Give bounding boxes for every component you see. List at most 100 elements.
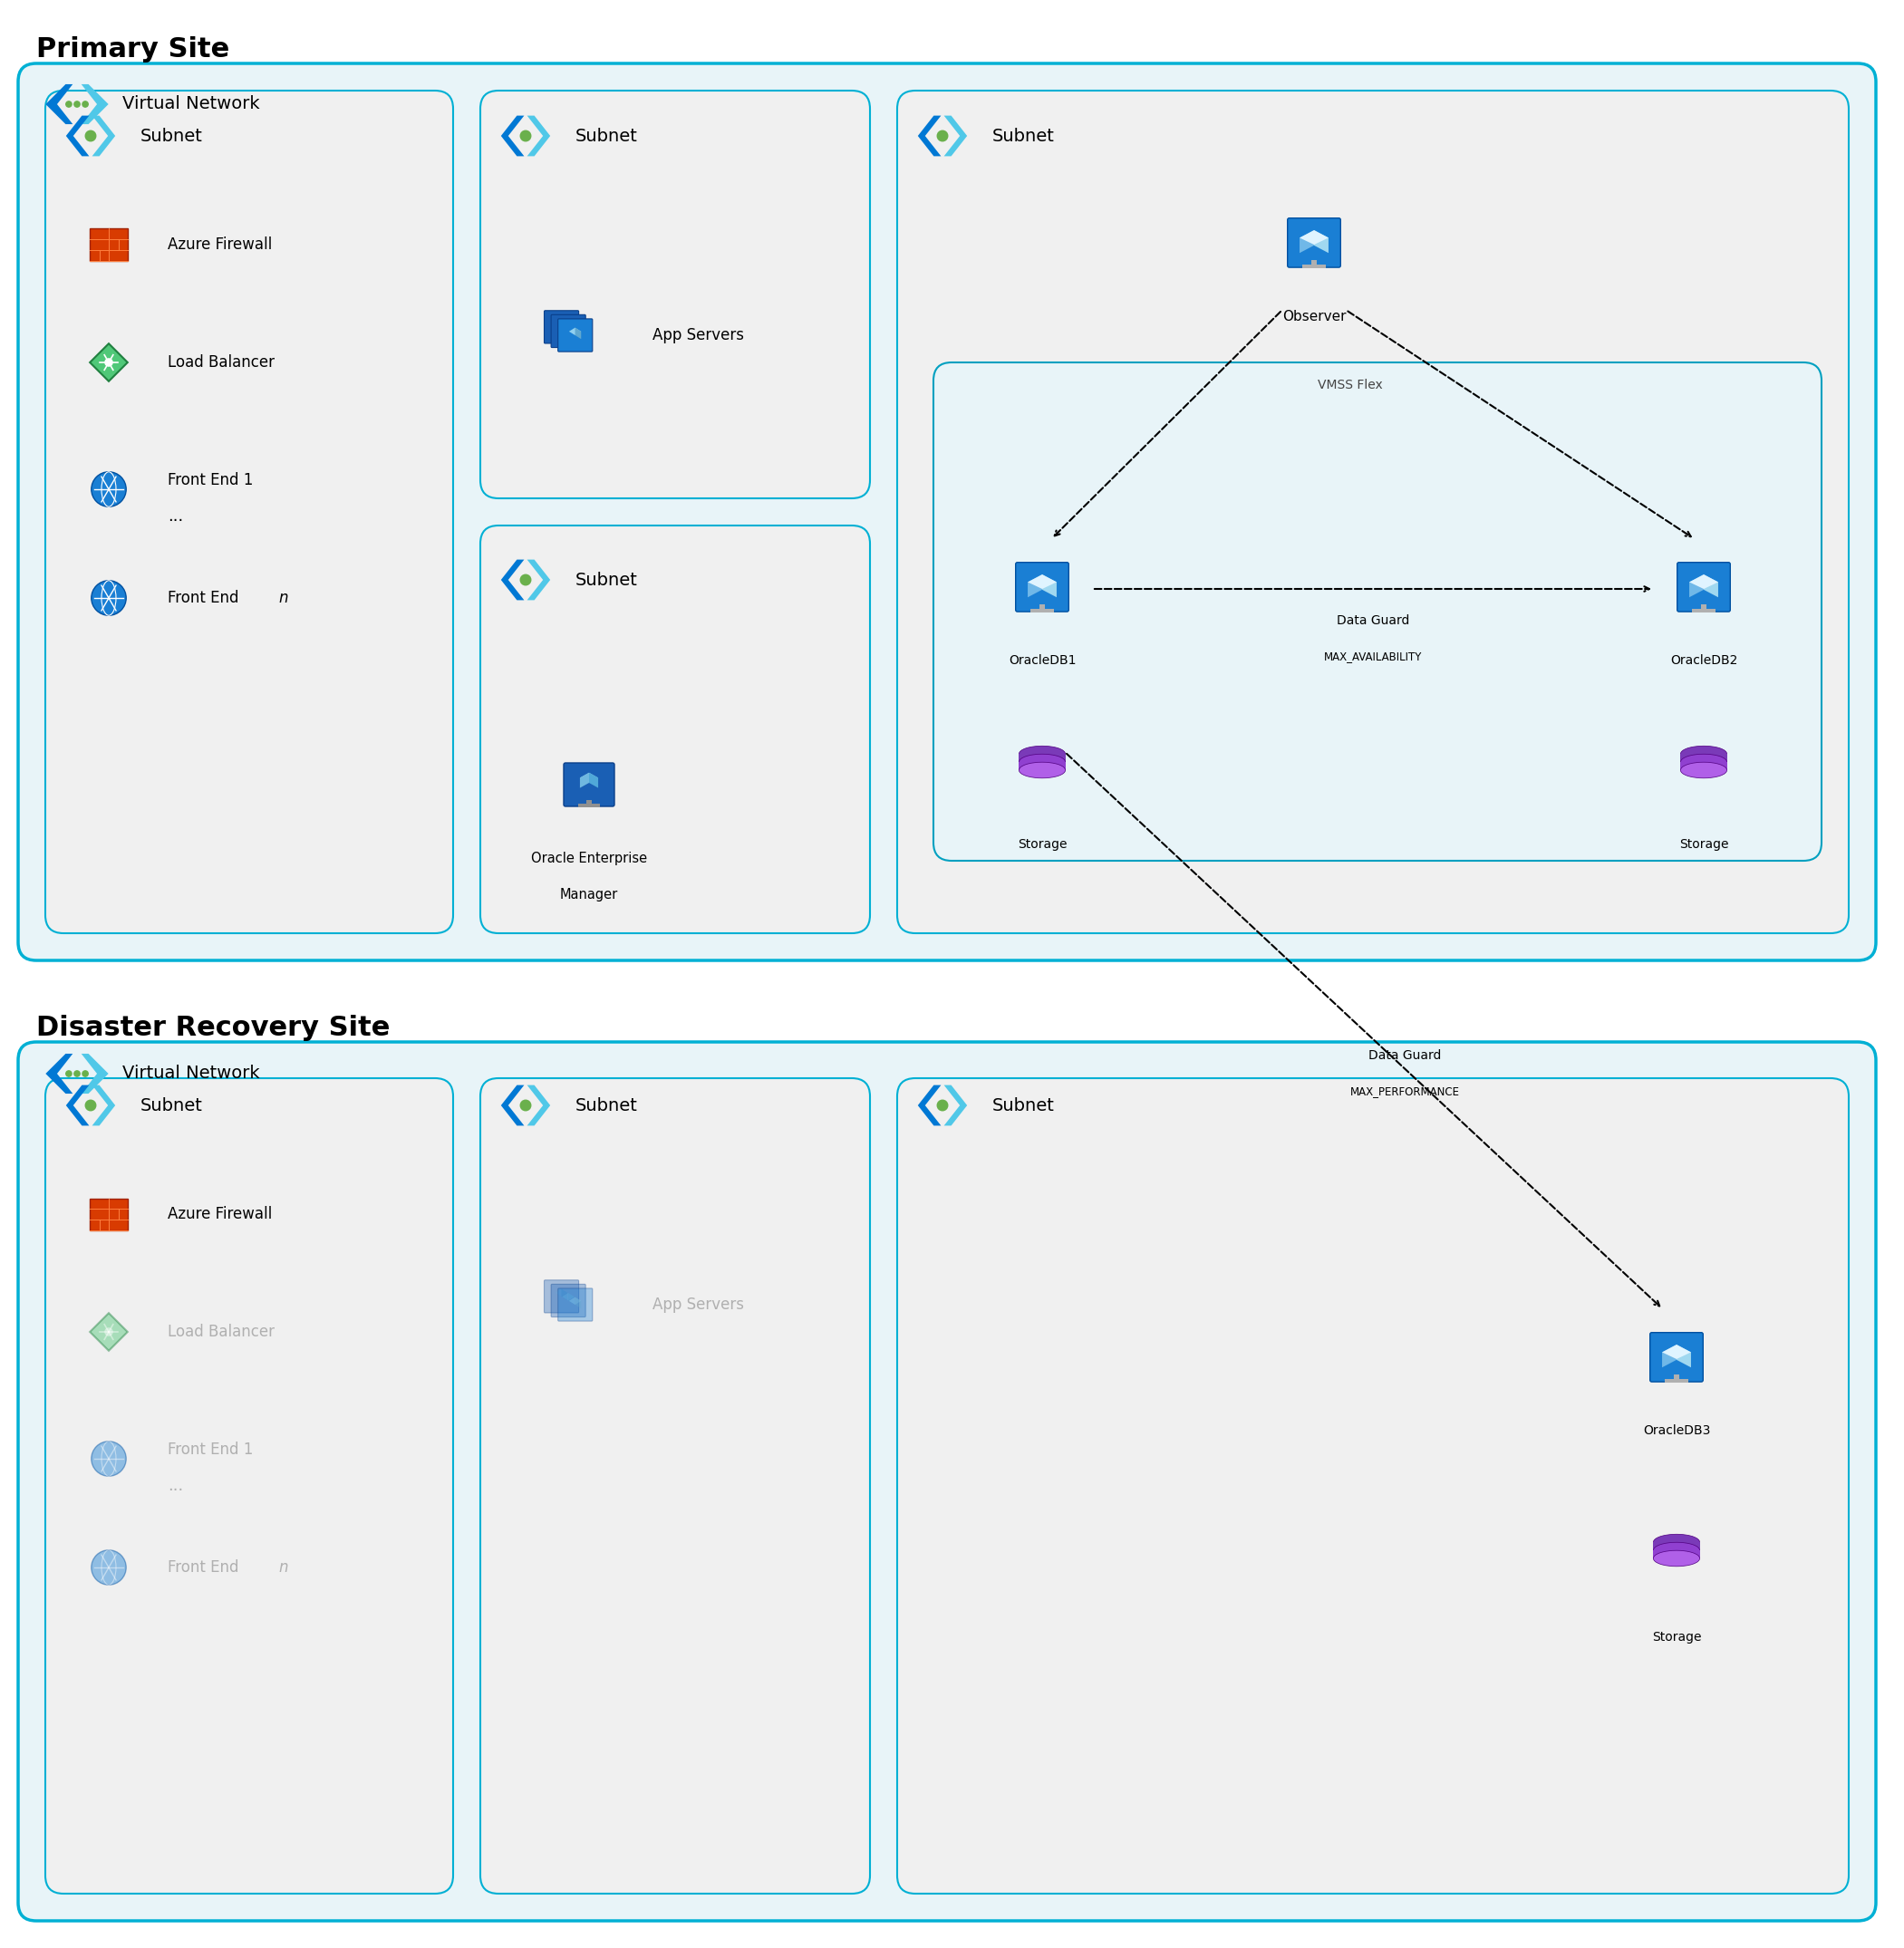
Polygon shape xyxy=(567,1293,575,1305)
Circle shape xyxy=(67,1071,72,1077)
Circle shape xyxy=(520,131,531,140)
Polygon shape xyxy=(1662,1344,1691,1360)
Bar xyxy=(1019,754,1066,762)
Ellipse shape xyxy=(1019,746,1066,762)
Polygon shape xyxy=(67,115,89,156)
Text: Load Balancer: Load Balancer xyxy=(168,355,274,370)
FancyBboxPatch shape xyxy=(480,92,870,499)
Ellipse shape xyxy=(1019,754,1066,769)
Polygon shape xyxy=(67,1085,89,1126)
FancyBboxPatch shape xyxy=(558,319,592,353)
Text: OracleDB3: OracleDB3 xyxy=(1643,1424,1710,1438)
Text: Front End 1: Front End 1 xyxy=(168,471,253,489)
Text: Load Balancer: Load Balancer xyxy=(168,1325,274,1340)
Bar xyxy=(1040,604,1045,610)
Polygon shape xyxy=(91,1085,116,1126)
Text: n: n xyxy=(278,1558,288,1576)
Text: VMSS Flex: VMSS Flex xyxy=(1318,378,1382,392)
Text: App Servers: App Servers xyxy=(653,1297,744,1313)
Circle shape xyxy=(937,131,948,140)
Polygon shape xyxy=(581,773,588,787)
Text: Manager: Manager xyxy=(560,888,619,902)
FancyBboxPatch shape xyxy=(480,1077,870,1893)
Text: Data Guard: Data Guard xyxy=(1337,614,1409,627)
FancyBboxPatch shape xyxy=(545,310,579,343)
Polygon shape xyxy=(562,319,567,331)
Text: Subnet: Subnet xyxy=(141,127,204,144)
FancyBboxPatch shape xyxy=(933,362,1822,861)
Polygon shape xyxy=(1704,575,1717,598)
Polygon shape xyxy=(562,323,575,331)
Bar xyxy=(1312,259,1318,265)
FancyBboxPatch shape xyxy=(564,764,615,806)
Circle shape xyxy=(520,1101,531,1110)
FancyBboxPatch shape xyxy=(550,316,586,347)
Polygon shape xyxy=(91,115,116,156)
Polygon shape xyxy=(1300,230,1329,245)
Polygon shape xyxy=(588,773,598,787)
Polygon shape xyxy=(1041,575,1057,598)
Text: Subnet: Subnet xyxy=(992,127,1055,144)
Polygon shape xyxy=(944,115,967,156)
Polygon shape xyxy=(918,115,941,156)
FancyBboxPatch shape xyxy=(1015,563,1068,612)
Polygon shape xyxy=(1028,575,1057,588)
Text: n: n xyxy=(278,590,288,606)
Polygon shape xyxy=(1689,575,1717,588)
Text: OracleDB2: OracleDB2 xyxy=(1670,655,1738,666)
Ellipse shape xyxy=(1681,746,1727,762)
FancyBboxPatch shape xyxy=(897,1077,1849,1893)
Polygon shape xyxy=(575,327,581,339)
Text: Storage: Storage xyxy=(1017,838,1066,851)
Bar xyxy=(1030,608,1053,612)
Bar xyxy=(1653,1543,1700,1551)
Polygon shape xyxy=(501,559,524,600)
Text: ...: ... xyxy=(168,1479,183,1494)
FancyBboxPatch shape xyxy=(1287,218,1340,267)
Polygon shape xyxy=(1677,1344,1691,1367)
Polygon shape xyxy=(562,1293,575,1301)
Text: MAX_PERFORMANCE: MAX_PERFORMANCE xyxy=(1350,1085,1460,1097)
Polygon shape xyxy=(89,1313,128,1350)
Text: Subnet: Subnet xyxy=(575,127,638,144)
FancyBboxPatch shape xyxy=(19,64,1875,960)
Polygon shape xyxy=(82,1054,109,1093)
Text: Azure Firewall: Azure Firewall xyxy=(168,1206,272,1221)
Bar xyxy=(1302,265,1325,269)
Bar xyxy=(1653,1551,1700,1558)
Circle shape xyxy=(105,1327,112,1336)
Text: Subnet: Subnet xyxy=(992,1097,1055,1114)
Polygon shape xyxy=(556,1290,567,1297)
Circle shape xyxy=(91,581,126,616)
FancyBboxPatch shape xyxy=(1651,1332,1702,1381)
Text: Subnet: Subnet xyxy=(141,1097,204,1114)
Circle shape xyxy=(91,1442,126,1477)
Bar xyxy=(1019,762,1066,769)
Bar xyxy=(1666,1379,1689,1383)
Text: Oracle Enterprise: Oracle Enterprise xyxy=(531,851,647,865)
Polygon shape xyxy=(527,115,550,156)
FancyBboxPatch shape xyxy=(480,526,870,933)
Ellipse shape xyxy=(1019,762,1066,777)
Polygon shape xyxy=(46,1054,72,1093)
Text: Observer: Observer xyxy=(1281,310,1346,323)
Polygon shape xyxy=(556,319,567,327)
Ellipse shape xyxy=(1681,762,1727,777)
Text: Virtual Network: Virtual Network xyxy=(122,95,259,113)
Ellipse shape xyxy=(1653,1543,1700,1558)
Text: Front End: Front End xyxy=(168,590,244,606)
Circle shape xyxy=(82,1071,88,1077)
Bar xyxy=(579,805,600,806)
Text: Azure Firewall: Azure Firewall xyxy=(168,236,272,253)
Text: Data Guard: Data Guard xyxy=(1369,1050,1441,1062)
Polygon shape xyxy=(1662,1344,1677,1367)
Text: Front End: Front End xyxy=(168,1558,244,1576)
Polygon shape xyxy=(501,115,524,156)
Polygon shape xyxy=(569,1297,581,1305)
FancyBboxPatch shape xyxy=(1677,563,1731,612)
Bar xyxy=(1674,1373,1679,1379)
Circle shape xyxy=(91,1551,126,1586)
FancyBboxPatch shape xyxy=(545,1280,579,1313)
Text: OracleDB1: OracleDB1 xyxy=(1009,655,1076,666)
Polygon shape xyxy=(575,1297,581,1309)
